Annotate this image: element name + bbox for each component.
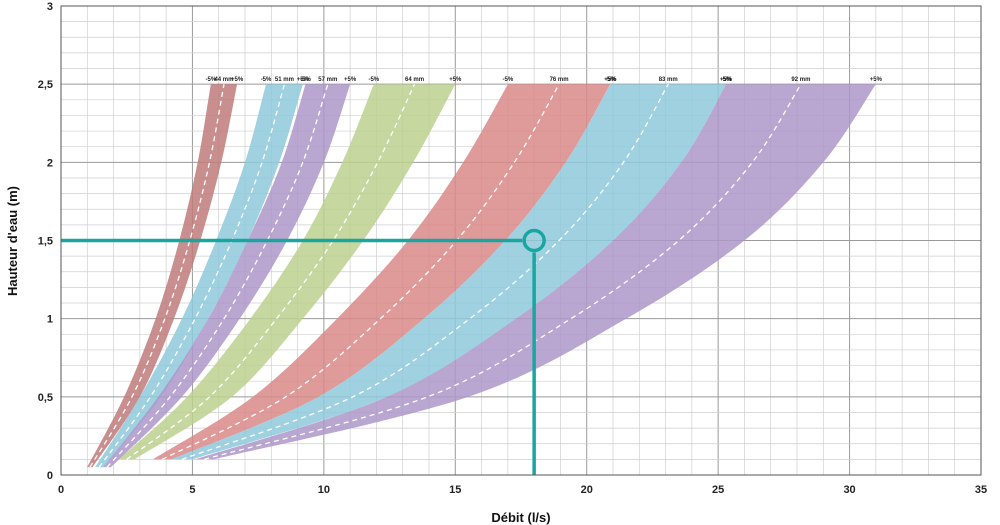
band-plus-label: +5% <box>297 77 310 83</box>
band-44-mm <box>87 84 238 468</box>
band-57-mm <box>103 84 351 468</box>
band-plus-label: +5% <box>344 77 357 83</box>
band-midline <box>181 83 669 460</box>
band-labels: -5%44 mm+5% -5% 51 mm +5%-5% 57 mm +5% -5% 64 m… <box>205 77 882 83</box>
y-tick-label: 0 <box>47 470 53 482</box>
y-tick-label: 2 <box>47 157 53 169</box>
y-tick-label: 0,5 <box>38 392 53 404</box>
annotation <box>61 228 546 475</box>
band-83-mm <box>171 84 727 460</box>
y-tick-label: 1,5 <box>38 236 53 248</box>
y-axis-title: Hauteur d'eau (m) <box>5 186 20 296</box>
x-tick-label: 10 <box>318 484 330 496</box>
tick-labels: 0 5 10 15 20 25 30 35 0 0,5 1 1,5 2 2,5 3 <box>38 1 987 496</box>
band-plus-label: +5% <box>231 77 244 83</box>
band-minus-label: -5% <box>503 77 514 83</box>
band-minus-label: -5% <box>261 77 272 83</box>
x-tick-label: 0 <box>58 484 64 496</box>
axes <box>60 5 982 476</box>
band-minus-label: -5% <box>721 77 732 83</box>
x-tick-label: 25 <box>712 484 724 496</box>
band-name-label: 57 mm <box>318 77 337 83</box>
bands <box>87 83 876 468</box>
y-tick-label: 3 <box>47 1 53 13</box>
y-tick-label: 2,5 <box>38 79 53 91</box>
annotation-circle <box>522 228 546 253</box>
band-midline <box>98 84 286 468</box>
band-name-label: 76 mm <box>550 77 569 83</box>
band-minus-label: -5% <box>605 77 616 83</box>
band-plus-label: +5% <box>449 77 462 83</box>
band-name-label: 92 mm <box>791 77 810 83</box>
band-midline <box>89 84 225 468</box>
x-tick-label: 15 <box>449 484 461 496</box>
band-76-mm <box>153 84 611 460</box>
band-minus-label: -5% <box>368 77 379 83</box>
band-midline <box>204 83 802 460</box>
x-tick-label: 35 <box>975 484 987 496</box>
band-plus-label: +5% <box>870 77 883 83</box>
band-plus-label: +5% <box>604 77 617 83</box>
band-plus-label: +5% <box>720 77 733 83</box>
band-name-label: 51 mm <box>275 77 294 83</box>
x-tick-label: 30 <box>843 484 855 496</box>
band-name-label: 44 mm <box>214 77 233 83</box>
y-tick-label: 1 <box>47 314 53 326</box>
band-minus-label: -5% <box>205 77 216 83</box>
band-51-mm <box>95 84 303 468</box>
band-minus-label: -5% <box>300 77 311 83</box>
band-92-mm <box>195 84 876 460</box>
band-name-label: 83 mm <box>659 77 678 83</box>
band-midline <box>106 84 329 468</box>
plot-frame <box>60 5 982 476</box>
x-axis-title: Débit (l/s) <box>491 510 550 525</box>
band-64-mm <box>118 84 456 460</box>
band-name-label: 64 mm <box>405 77 424 83</box>
band-midline <box>126 83 416 460</box>
x-tick-label: 5 <box>189 484 195 496</box>
x-tick-label: 20 <box>581 484 593 496</box>
band-midline <box>161 83 560 460</box>
